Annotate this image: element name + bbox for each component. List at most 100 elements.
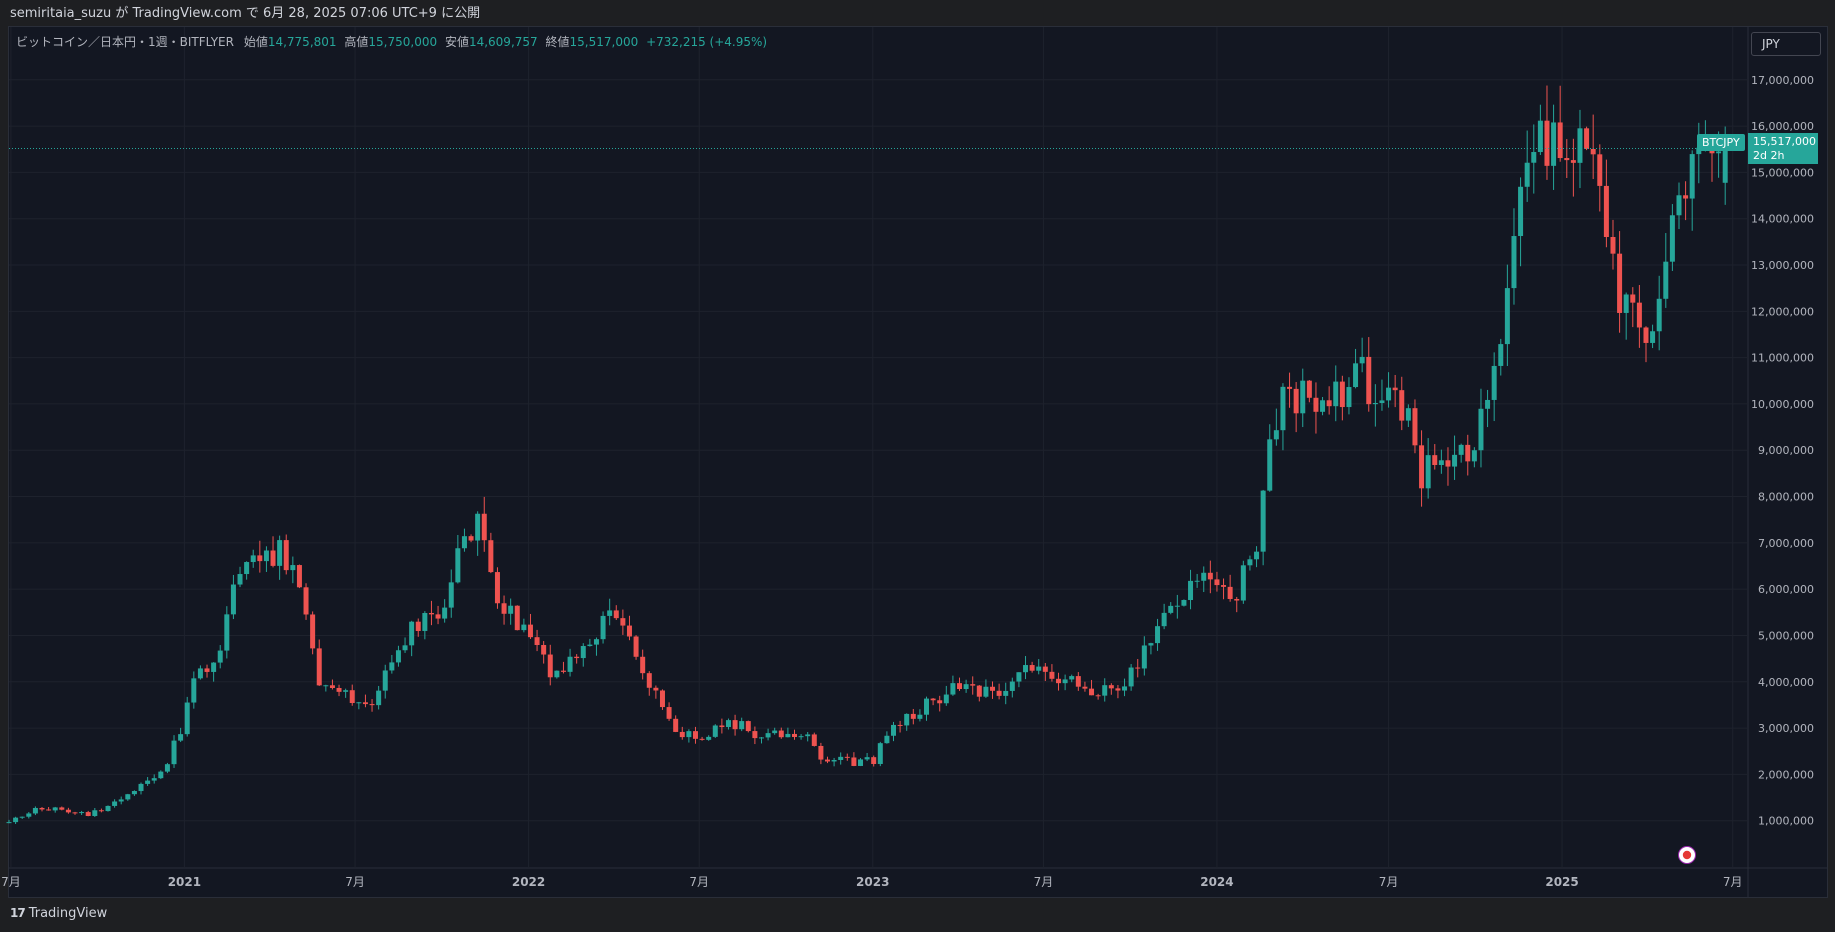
- candle-body: [1227, 586, 1233, 599]
- price-axis[interactable]: 1,000,000 2,000,000 3,000,000 4,000,000 5,00…: [1751, 74, 1814, 828]
- candle-body: [983, 686, 989, 697]
- candle-body: [310, 614, 316, 649]
- candle-body: [851, 757, 857, 766]
- candle-body: [871, 757, 877, 764]
- candle-body: [1557, 122, 1563, 159]
- x-tick-label: 2024: [1200, 875, 1233, 889]
- candle-body: [996, 690, 1002, 696]
- candle-body: [1669, 215, 1675, 262]
- candle-body: [145, 780, 151, 784]
- time-axis[interactable]: 7月 2021 7月 2022 7月 2023 7月 2024 7月 2025 7月: [1, 875, 1742, 889]
- legend-change: +732,215 (+4.95%): [646, 35, 768, 49]
- candle-body: [1326, 400, 1332, 407]
- y-tick-label: 11,000,000: [1751, 352, 1814, 365]
- candle-body: [125, 794, 131, 800]
- candle-body: [329, 685, 335, 688]
- currency-button[interactable]: JPY: [1751, 32, 1821, 56]
- y-tick-label: 10,000,000: [1751, 398, 1814, 411]
- y-tick-label: 9,000,000: [1758, 444, 1814, 457]
- candle-body: [26, 813, 32, 817]
- candle-body: [1471, 450, 1477, 462]
- candle-body: [910, 713, 916, 719]
- candle-body: [303, 587, 309, 615]
- candle-body: [1221, 585, 1227, 587]
- candle-body: [1577, 128, 1583, 163]
- y-tick-label: 17,000,000: [1751, 74, 1814, 87]
- candle-body: [336, 687, 342, 692]
- candle-body: [877, 743, 883, 764]
- candle-body: [864, 757, 870, 760]
- candle-body: [963, 684, 969, 690]
- candle-body: [640, 656, 646, 674]
- legend-open-label: 始値: [243, 35, 268, 49]
- candle-body: [1089, 688, 1095, 696]
- tradingview-logo[interactable]: 𝟭𝟳 TradingView: [10, 906, 107, 921]
- candle-body: [204, 668, 210, 672]
- candle-body: [257, 555, 263, 562]
- candle-body: [1306, 380, 1312, 398]
- candle-body: [831, 760, 837, 762]
- candle-body: [943, 694, 949, 704]
- candle-body: [1188, 580, 1194, 601]
- candle-body: [666, 707, 672, 719]
- candle-body: [1260, 490, 1266, 552]
- candle-body: [92, 810, 98, 816]
- candle-body: [1438, 460, 1444, 466]
- candle-body: [692, 731, 698, 739]
- candle-body: [488, 540, 494, 573]
- candle-body: [521, 624, 527, 631]
- candle-body: [1300, 380, 1306, 414]
- candle-body: [494, 572, 500, 604]
- candle-body: [1537, 120, 1543, 153]
- candle-body: [316, 648, 322, 686]
- candle-body: [765, 733, 771, 738]
- candle-body: [1445, 460, 1451, 467]
- candle-body: [164, 764, 170, 772]
- candle-body: [171, 740, 177, 765]
- legend-symbol[interactable]: ビットコイン／日本円・1週・BITFLYER: [16, 35, 234, 49]
- candle-body: [296, 565, 302, 588]
- candle-body: [1240, 565, 1246, 601]
- candle-body: [1280, 386, 1286, 431]
- candle-body: [1372, 403, 1378, 405]
- candle-body: [1405, 408, 1411, 421]
- candle-body: [356, 702, 362, 704]
- candle-body: [79, 812, 85, 814]
- candle-body: [633, 636, 639, 657]
- candle-body: [1379, 400, 1385, 404]
- candle-body: [1102, 685, 1108, 696]
- candle-body: [1636, 302, 1642, 328]
- candle-body: [131, 791, 137, 795]
- candle-body: [98, 810, 104, 812]
- candle-body: [1062, 679, 1068, 684]
- candle-body: [844, 756, 850, 758]
- candle-body: [712, 725, 718, 737]
- candle-body: [46, 809, 52, 811]
- candle-body: [1458, 444, 1464, 455]
- japan-flag-icon[interactable]: [1675, 846, 1699, 864]
- candle-body: [1716, 151, 1722, 154]
- candle-body: [105, 805, 111, 812]
- candle-body: [904, 713, 910, 726]
- candle-body: [1425, 455, 1431, 489]
- chart-canvas[interactable]: 1,000,000 2,000,000 3,000,000 4,000,000 5,00…: [0, 0, 1835, 898]
- candle-body: [1630, 294, 1636, 303]
- candle-body: [349, 690, 355, 704]
- candle-body: [118, 799, 124, 802]
- candle-body: [1029, 665, 1035, 671]
- candle-body: [52, 807, 58, 811]
- candle-body: [224, 614, 230, 651]
- candle-body: [230, 584, 236, 615]
- candle-body: [1465, 444, 1471, 462]
- candle-body: [673, 718, 679, 732]
- y-tick-label: 16,000,000: [1751, 120, 1814, 133]
- candle-body: [263, 550, 269, 562]
- x-tick-label: 7月: [1034, 875, 1054, 889]
- candle-body: [1042, 666, 1048, 672]
- candle-body: [448, 582, 454, 608]
- candle-body: [1531, 152, 1537, 163]
- candle-body: [1016, 672, 1022, 682]
- candle-body: [1267, 439, 1273, 491]
- candle-body: [937, 700, 943, 704]
- candle-body: [270, 550, 276, 566]
